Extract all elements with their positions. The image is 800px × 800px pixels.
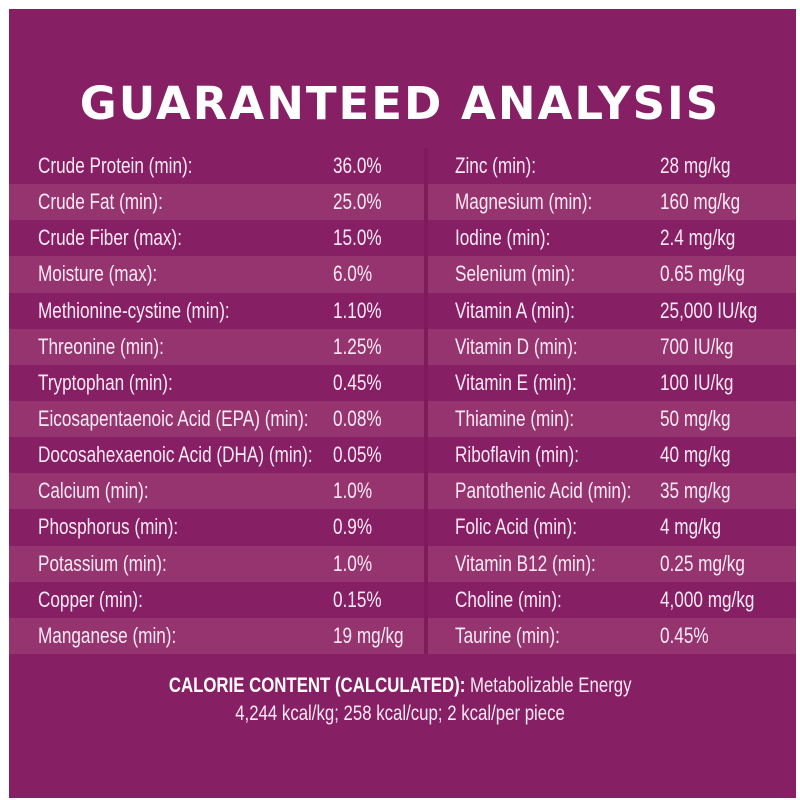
table-row: Manganese (min): 19 mg/kg (9, 617, 424, 654)
calorie-heading: CALORIE CONTENT (CALCULATED): (168, 674, 466, 697)
nutrient-label: Vitamin D (min): (455, 333, 578, 359)
nutrient-label: Crude Protein (min): (38, 153, 193, 178)
table-row: Phosphorus (min): 0.9% (9, 509, 424, 545)
nutrient-value: 0.9% (333, 514, 373, 540)
calorie-energy-label: Metabolizable Energy (465, 674, 632, 697)
nutrient-label: Moisture (max): (38, 261, 158, 287)
nutrient-value: 25.0% (333, 189, 382, 215)
nutrient-label: Taurine (min): (455, 622, 560, 648)
table-row: Vitamin B12 (min): 0.25 mg/kg (428, 545, 796, 582)
nutrient-value: 0.05% (333, 442, 382, 468)
table-row: Pantothenic Acid (min): 35 mg/kg (428, 473, 796, 510)
table-row: Tryptophan (min): 0.45% (9, 365, 424, 401)
table-row: Magnesium (min): 160 mg/kg (428, 184, 796, 221)
nutrient-label: Phosphorus (min): (38, 514, 179, 540)
nutrient-value: 0.65 mg/kg (660, 261, 745, 287)
nutrient-label: Methionine-cystine (min): (38, 297, 230, 323)
nutrient-value: 15.0% (333, 225, 382, 251)
nutrient-label: Magnesium (min): (455, 189, 593, 215)
nutrient-value: 40 mg/kg (660, 442, 731, 468)
nutrient-label: Zinc (min): (455, 153, 537, 178)
nutrient-label: Docosahexaenoic Acid (DHA) (min): (38, 442, 313, 468)
table-row: Copper (min): 0.15% (9, 582, 424, 618)
nutrient-label: Calcium (min): (38, 478, 149, 504)
table-row: Choline (min): 4,000 mg/kg (428, 582, 796, 618)
nutrient-label: Selenium (min): (455, 261, 576, 287)
nutrient-value: 1.0% (333, 550, 373, 576)
nutrient-label: Crude Fiber (max): (38, 225, 182, 251)
table-row: Potassium (min): 1.0% (9, 545, 424, 582)
table-row: Docosahexaenoic Acid (DHA) (min): 0.05% (9, 437, 424, 473)
nutrient-value: 35 mg/kg (660, 478, 731, 504)
nutrient-label: Iodine (min): (455, 225, 551, 251)
calorie-values: 4,244 kcal/kg; 258 kcal/cup; 2 kcal/per … (235, 702, 565, 725)
nutrient-label: Folic Acid (min): (455, 514, 578, 540)
table-row: Selenium (min): 0.65 mg/kg (428, 256, 796, 293)
column-divider (424, 148, 428, 654)
table-row: Threonine (min): 1.25% (9, 328, 424, 365)
table-row: Crude Protein (min): 36.0% (9, 148, 424, 184)
nutrient-value: 28 mg/kg (660, 153, 731, 178)
nutrient-label: Eicosapentaenoic Acid (EPA) (min): (38, 405, 309, 431)
table-row: Calcium (min): 1.0% (9, 473, 424, 510)
nutrient-label: Pantothenic Acid (min): (455, 478, 632, 504)
nutrient-value: 50 mg/kg (660, 405, 731, 431)
nutrient-label: Copper (min): (38, 586, 143, 612)
nutrient-label: Choline (min): (455, 586, 562, 612)
nutrient-value: 2.4 mg/kg (660, 225, 736, 251)
table-row: Crude Fiber (max): 15.0% (9, 220, 424, 256)
nutrient-label: Manganese (min): (38, 622, 177, 648)
nutrient-value: 160 mg/kg (660, 189, 741, 215)
nutrient-value: 19 mg/kg (333, 622, 404, 648)
calorie-content: CALORIE CONTENT (CALCULATED): Metaboliza… (0, 672, 800, 728)
nutrient-value: 4 mg/kg (660, 514, 722, 540)
nutrient-value: 6.0% (333, 261, 373, 287)
table-row: Thiamine (min): 50 mg/kg (428, 400, 796, 438)
nutrient-label: Vitamin E (min): (455, 369, 577, 395)
nutrient-value: 1.10% (333, 297, 382, 323)
table-row: Riboflavin (min): 40 mg/kg (428, 437, 796, 473)
nutrient-label: Riboflavin (min): (455, 442, 579, 468)
nutrient-value: 1.25% (333, 333, 382, 359)
nutrient-value: 4,000 mg/kg (660, 586, 755, 612)
page-title: GUARANTEED ANALYSIS (79, 77, 721, 130)
table-row: Folic Acid (min): 4 mg/kg (428, 509, 796, 545)
table-row: Vitamin A (min): 25,000 IU/kg (428, 293, 796, 329)
nutrient-value: 0.25 mg/kg (660, 550, 745, 576)
nutrient-label: Tryptophan (min): (38, 369, 173, 395)
nutrient-label: Crude Fat (min): (38, 189, 163, 215)
calorie-line-1: CALORIE CONTENT (CALCULATED): Metaboliza… (0, 672, 800, 700)
nutrient-value: 100 IU/kg (660, 369, 734, 395)
nutrient-value: 25,000 IU/kg (660, 297, 758, 323)
table-row: Vitamin D (min): 700 IU/kg (428, 328, 796, 365)
nutrient-label: Vitamin A (min): (455, 297, 575, 323)
table-row: Zinc (min): 28 mg/kg (428, 148, 796, 184)
calorie-line-2: 4,244 kcal/kg; 258 kcal/cup; 2 kcal/per … (0, 700, 800, 728)
nutrient-value: 0.45% (660, 622, 709, 648)
table-row: Vitamin E (min): 100 IU/kg (428, 365, 796, 401)
nutrient-label: Threonine (min): (38, 333, 164, 359)
table-row: Methionine-cystine (min): 1.10% (9, 293, 424, 329)
table-row: Taurine (min): 0.45% (428, 617, 796, 654)
table-row: Eicosapentaenoic Acid (EPA) (min): 0.08% (9, 400, 424, 438)
table-row: Crude Fat (min): 25.0% (9, 184, 424, 221)
table-row: Iodine (min): 2.4 mg/kg (428, 220, 796, 256)
nutrient-label: Thiamine (min): (455, 405, 575, 431)
nutrient-value: 0.15% (333, 586, 382, 612)
nutrient-value: 1.0% (333, 478, 373, 504)
nutrient-value: 0.45% (333, 369, 382, 395)
table-row: Moisture (max): 6.0% (9, 256, 424, 293)
nutrient-label: Vitamin B12 (min): (455, 550, 596, 576)
nutrient-value: 0.08% (333, 405, 382, 431)
nutrient-value: 36.0% (333, 153, 382, 178)
nutrient-value: 700 IU/kg (660, 333, 734, 359)
nutrient-label: Potassium (min): (38, 550, 167, 576)
